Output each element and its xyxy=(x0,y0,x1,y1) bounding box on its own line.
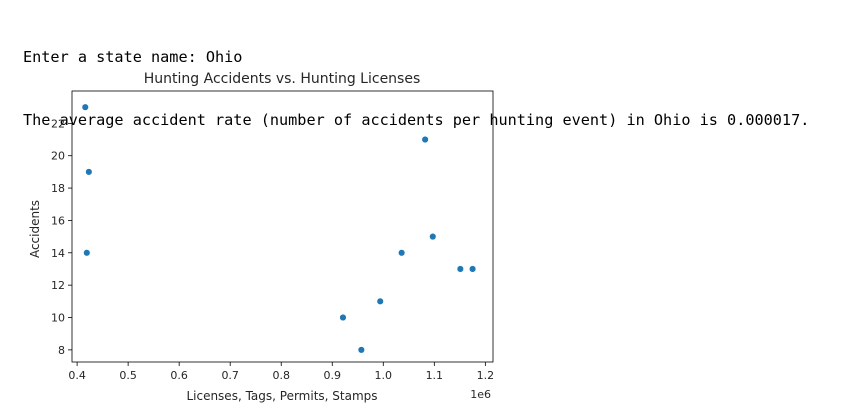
console-prompt-line: Enter a state name: Ohio xyxy=(23,48,243,66)
x-tick-label: 1.2 xyxy=(477,369,495,382)
x-tick-label: 0.6 xyxy=(170,369,188,382)
plot-area: 0.4 0.5 0.6 0.7 0.8 0.9 1.0 1.1 1.2 8 10 12 14 16 18 20… xyxy=(51,90,495,382)
x-tick-label: 0.9 xyxy=(324,369,342,382)
y-axis-label: Accidents xyxy=(28,200,42,258)
y-tick-label: 8 xyxy=(58,344,65,357)
data-point xyxy=(421,135,429,144)
y-tick-label: 14 xyxy=(51,247,65,260)
x-tick-label: 1.0 xyxy=(375,369,393,382)
y-tick-label: 22 xyxy=(51,117,65,130)
x-offset-label: 1e6 xyxy=(470,388,491,401)
console-result-line: The average accident rate (number of acc… xyxy=(23,111,810,129)
x-tick-label: 1.1 xyxy=(426,369,444,382)
x-tick-label: 0.4 xyxy=(68,369,86,382)
x-axis-label: Licenses, Tags, Permits, Stamps xyxy=(186,389,377,403)
data-point xyxy=(339,313,347,322)
y-tick-label: 10 xyxy=(51,312,65,325)
chart-title: Hunting Accidents vs. Hunting Licenses xyxy=(144,71,421,87)
data-point xyxy=(456,265,464,273)
data-point xyxy=(81,103,89,111)
y-tick-label: 18 xyxy=(51,182,65,195)
y-tick-label: 16 xyxy=(51,214,65,227)
data-point xyxy=(357,346,365,354)
console-output: Enter a state name: Ohio The average acc… xyxy=(23,5,809,152)
data-point xyxy=(85,168,93,176)
data-point xyxy=(398,249,406,257)
x-tick-label: 0.7 xyxy=(221,369,239,382)
x-tick-label: 0.5 xyxy=(119,369,137,382)
plot-frame xyxy=(71,90,494,363)
x-tick-label: 0.8 xyxy=(272,369,290,382)
y-tick-label: 20 xyxy=(51,150,65,163)
data-point xyxy=(376,297,384,305)
data-point xyxy=(429,233,437,241)
data-point xyxy=(83,249,91,257)
data-point xyxy=(469,265,477,273)
y-tick-label: 12 xyxy=(51,279,65,292)
